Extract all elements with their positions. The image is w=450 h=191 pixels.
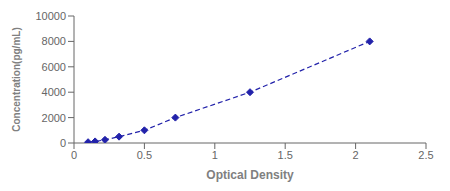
svg-text:0.5: 0.5 [137,149,152,161]
svg-text:4000: 4000 [42,86,66,98]
svg-text:0: 0 [60,137,66,149]
svg-text:Concentration(pg/mL): Concentration(pg/mL) [11,27,22,131]
svg-text:1.5: 1.5 [278,149,293,161]
svg-text:2.5: 2.5 [418,149,433,161]
svg-text:6000: 6000 [42,61,66,73]
svg-text:2: 2 [353,149,359,161]
svg-text:Optical Density: Optical Density [206,168,294,182]
svg-text:2000: 2000 [42,112,66,124]
svg-text:1: 1 [212,149,218,161]
svg-text:8000: 8000 [42,35,66,47]
svg-text:0: 0 [71,149,77,161]
svg-text:10000: 10000 [35,10,66,22]
